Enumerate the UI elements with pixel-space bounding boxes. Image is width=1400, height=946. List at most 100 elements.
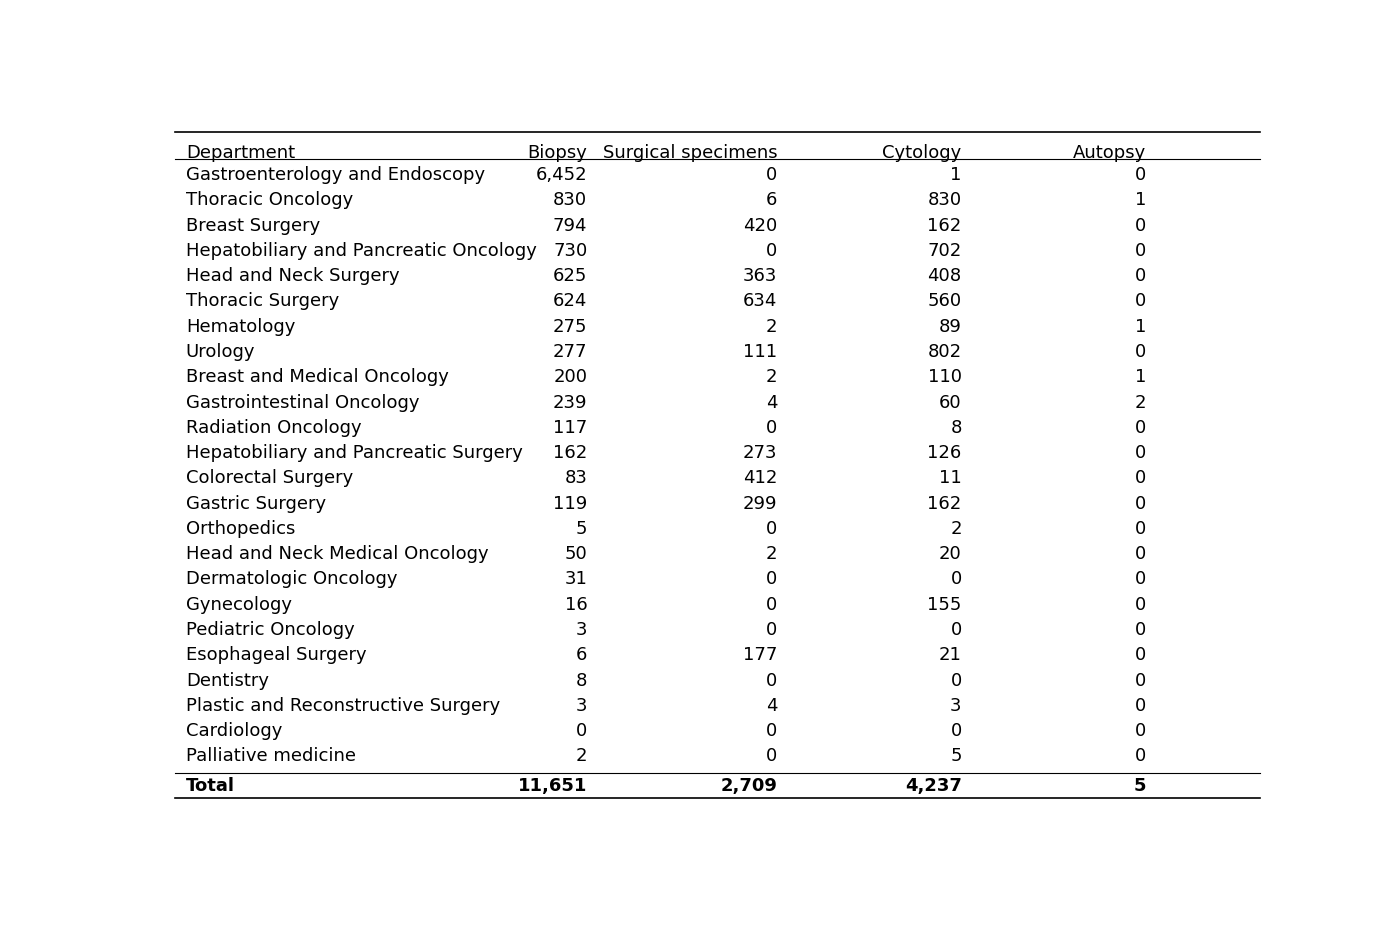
Text: Breast Surgery: Breast Surgery <box>186 217 321 235</box>
Text: Head and Neck Surgery: Head and Neck Surgery <box>186 267 399 285</box>
Text: 83: 83 <box>564 469 588 487</box>
Text: Gynecology: Gynecology <box>186 596 291 614</box>
Text: 0: 0 <box>766 419 777 437</box>
Text: 408: 408 <box>927 267 962 285</box>
Text: 1: 1 <box>1134 318 1147 336</box>
Text: Breast and Medical Oncology: Breast and Medical Oncology <box>186 368 449 386</box>
Text: 0: 0 <box>1135 469 1147 487</box>
Text: 3: 3 <box>951 697 962 715</box>
Text: 0: 0 <box>1135 545 1147 563</box>
Text: 420: 420 <box>743 217 777 235</box>
Text: 0: 0 <box>1135 495 1147 513</box>
Text: Gastrointestinal Oncology: Gastrointestinal Oncology <box>186 394 420 412</box>
Text: Esophageal Surgery: Esophageal Surgery <box>186 646 367 664</box>
Text: Urology: Urology <box>186 343 255 361</box>
Text: 2: 2 <box>766 368 777 386</box>
Text: 0: 0 <box>766 621 777 639</box>
Text: 4: 4 <box>766 697 777 715</box>
Text: 830: 830 <box>553 191 588 209</box>
Text: Gastroenterology and Endoscopy: Gastroenterology and Endoscopy <box>186 166 484 184</box>
Text: 0: 0 <box>766 596 777 614</box>
Text: 0: 0 <box>1135 267 1147 285</box>
Text: 0: 0 <box>1135 419 1147 437</box>
Text: Autopsy: Autopsy <box>1072 144 1147 162</box>
Text: 89: 89 <box>939 318 962 336</box>
Text: 11: 11 <box>939 469 962 487</box>
Text: 0: 0 <box>1135 621 1147 639</box>
Text: 2: 2 <box>575 747 588 765</box>
Text: 200: 200 <box>553 368 588 386</box>
Text: 0: 0 <box>1135 520 1147 538</box>
Text: 794: 794 <box>553 217 588 235</box>
Text: 0: 0 <box>1135 596 1147 614</box>
Text: 3: 3 <box>575 697 588 715</box>
Text: 0: 0 <box>1135 646 1147 664</box>
Text: Cardiology: Cardiology <box>186 722 283 740</box>
Text: 16: 16 <box>564 596 588 614</box>
Text: Hepatobiliary and Pancreatic Oncology: Hepatobiliary and Pancreatic Oncology <box>186 242 536 260</box>
Text: 0: 0 <box>1135 292 1147 310</box>
Text: 4: 4 <box>766 394 777 412</box>
Text: Radiation Oncology: Radiation Oncology <box>186 419 361 437</box>
Text: 111: 111 <box>743 343 777 361</box>
Text: Dentistry: Dentistry <box>186 672 269 690</box>
Text: 0: 0 <box>1135 697 1147 715</box>
Text: 239: 239 <box>553 394 588 412</box>
Text: 625: 625 <box>553 267 588 285</box>
Text: 8: 8 <box>575 672 588 690</box>
Text: 2: 2 <box>766 318 777 336</box>
Text: Plastic and Reconstructive Surgery: Plastic and Reconstructive Surgery <box>186 697 500 715</box>
Text: 0: 0 <box>766 722 777 740</box>
Text: 162: 162 <box>927 495 962 513</box>
Text: 0: 0 <box>1135 217 1147 235</box>
Text: 162: 162 <box>927 217 962 235</box>
Text: 363: 363 <box>743 267 777 285</box>
Text: 4,237: 4,237 <box>904 777 962 795</box>
Text: 730: 730 <box>553 242 588 260</box>
Text: 412: 412 <box>743 469 777 487</box>
Text: Gastric Surgery: Gastric Surgery <box>186 495 326 513</box>
Text: 6: 6 <box>766 191 777 209</box>
Text: 802: 802 <box>927 343 962 361</box>
Text: Total: Total <box>186 777 235 795</box>
Text: Thoracic Oncology: Thoracic Oncology <box>186 191 353 209</box>
Text: 6: 6 <box>575 646 588 664</box>
Text: 5: 5 <box>1134 777 1147 795</box>
Text: 50: 50 <box>564 545 588 563</box>
Text: 560: 560 <box>927 292 962 310</box>
Text: Hematology: Hematology <box>186 318 295 336</box>
Text: 830: 830 <box>927 191 962 209</box>
Text: 3: 3 <box>575 621 588 639</box>
Text: 2: 2 <box>1134 394 1147 412</box>
Text: 0: 0 <box>766 166 777 184</box>
Text: 275: 275 <box>553 318 588 336</box>
Text: 2: 2 <box>766 545 777 563</box>
Text: Cytology: Cytology <box>882 144 962 162</box>
Text: 0: 0 <box>766 570 777 588</box>
Text: Department: Department <box>186 144 295 162</box>
Text: 1: 1 <box>1134 191 1147 209</box>
Text: 60: 60 <box>939 394 962 412</box>
Text: 119: 119 <box>553 495 588 513</box>
Text: 0: 0 <box>766 672 777 690</box>
Text: 155: 155 <box>927 596 962 614</box>
Text: Dermatologic Oncology: Dermatologic Oncology <box>186 570 398 588</box>
Text: 0: 0 <box>766 242 777 260</box>
Text: 299: 299 <box>742 495 777 513</box>
Text: 0: 0 <box>1135 242 1147 260</box>
Text: 20: 20 <box>939 545 962 563</box>
Text: 0: 0 <box>951 570 962 588</box>
Text: 0: 0 <box>951 621 962 639</box>
Text: 0: 0 <box>1135 166 1147 184</box>
Text: 702: 702 <box>927 242 962 260</box>
Text: 117: 117 <box>553 419 588 437</box>
Text: Pediatric Oncology: Pediatric Oncology <box>186 621 354 639</box>
Text: 273: 273 <box>742 444 777 462</box>
Text: 31: 31 <box>564 570 588 588</box>
Text: Thoracic Surgery: Thoracic Surgery <box>186 292 339 310</box>
Text: 1: 1 <box>951 166 962 184</box>
Text: Biopsy: Biopsy <box>528 144 588 162</box>
Text: 0: 0 <box>951 672 962 690</box>
Text: Surgical specimens: Surgical specimens <box>602 144 777 162</box>
Text: 634: 634 <box>743 292 777 310</box>
